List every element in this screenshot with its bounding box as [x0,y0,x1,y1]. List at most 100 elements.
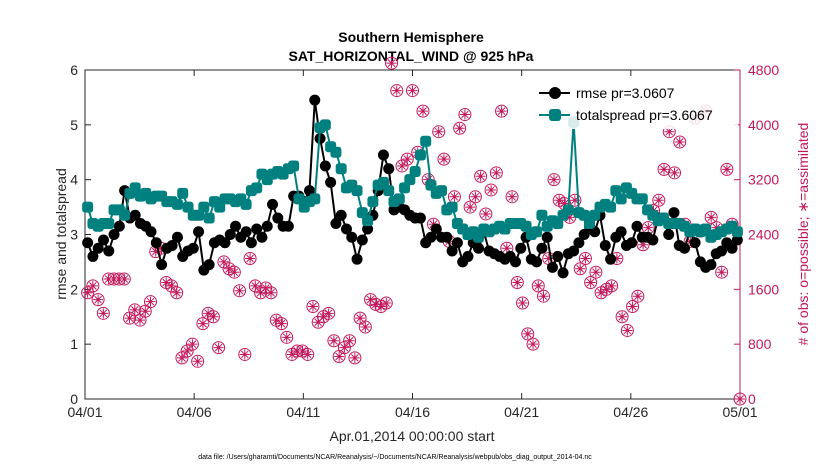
obs-assimilated-point [611,253,622,264]
obs-possible-point [578,251,592,265]
obs-possible-point [322,306,336,320]
obs-possible-point [437,152,451,166]
legend-marker-totalspread [549,109,561,121]
obs-assimilated-point [328,335,339,346]
rmse-point [615,226,627,238]
y-tick-label: 5 [70,117,78,133]
rmse-point [716,245,728,257]
rmse-point [193,226,205,238]
obs-assimilated-point [135,315,146,326]
rmse-point [224,229,236,240]
obs-assimilated-point [559,198,570,209]
obs-assimilated-point [653,195,664,206]
totalspread-point [251,182,263,194]
obs-assimilated-point [512,277,523,288]
obs-assimilated-point [386,58,397,69]
obs-possible-point [573,262,587,276]
obs-possible-point [474,169,488,183]
obs-assimilated-point [522,328,533,339]
rmse-point [705,259,717,271]
obs-possible-point [306,299,320,313]
obs-assimilated-point [266,287,277,298]
totalspread-point [288,160,300,172]
obs-assimilated-point [735,394,745,404]
totalspread-point [636,193,648,205]
rmse-point [346,231,358,243]
obs-possible-point [259,281,273,295]
obs-assimilated-point [318,311,329,322]
totalspread-point [731,226,743,238]
y2-tick-label: 4800 [748,62,779,78]
obs-possible-point [364,293,378,307]
rmse-point [557,267,569,279]
rmse-point [726,242,738,254]
obs-assimilated-point [302,349,313,360]
totalspread-point [203,212,215,224]
obs-assimilated-point [87,280,98,291]
rmse-point [92,242,104,254]
obs-possible-point [385,56,399,70]
obs-assimilated-point [365,294,376,305]
rmse-point [203,259,215,271]
obs-possible-point [400,152,414,166]
obs-assimilated-point [192,356,203,367]
rmse-point [536,242,548,254]
totalspread-point [362,215,374,227]
obs-assimilated-point [370,299,381,310]
totalspread-point [414,149,426,161]
y-tick-label: 2 [70,281,78,297]
obs-assimilated-point [548,174,559,185]
rmse-point [325,176,337,188]
obs-assimilated-point [140,306,151,317]
rmse-point [245,237,257,249]
rmse-point [552,250,564,262]
totalspread-point [309,193,321,205]
obs-assimilated-point [218,256,229,267]
obs-possible-point [505,190,519,204]
obs-assimilated-point [224,263,235,274]
obs-possible-point [416,104,430,118]
rmse-point [150,237,162,249]
obs-assimilated-point [208,311,219,322]
obs-assimilated-point [438,154,449,165]
obs-assimilated-point [596,287,607,298]
obs-assimilated-point [632,291,643,302]
totalspread-point [171,198,183,210]
obs-assimilated-point [465,202,476,213]
rmse-point [356,234,368,246]
totalspread-point [420,135,432,147]
obs-assimilated-point [716,267,727,278]
obs-possible-point [81,286,95,300]
x-tick-label: 04/06 [177,404,212,420]
obs-possible-point [196,317,210,331]
obs-possible-point [358,320,372,334]
x-tick-label: 04/21 [504,404,539,420]
totalspread-point [198,201,210,213]
obs-assimilated-point [292,346,303,357]
obs-possible-point [589,265,603,279]
obs-possible-point [432,125,446,139]
rmse-point [129,209,141,221]
obs-possible-point [495,104,509,118]
obs-possible-point [248,279,262,293]
obs-assimilated-point [428,219,439,230]
obs-assimilated-point [166,280,177,291]
obs-possible-point [144,295,157,309]
obs-assimilated-point [161,277,172,288]
obs-possible-point [605,279,619,293]
obs-assimilated-point [245,253,256,264]
obs-assimilated-point [517,298,528,309]
rmse-point [267,198,279,210]
rmse-point [272,212,284,224]
y-tick-label: 0 [70,391,78,407]
obs-possible-point [516,296,530,310]
obs-assimilated-point [627,301,638,312]
obs-assimilated-point [114,274,125,285]
obs-assimilated-point [313,317,324,328]
obs-assimilated-point [155,243,166,254]
y-tick-label: 6 [70,62,78,78]
obs-possible-point [170,286,184,300]
obs-assimilated-point [334,351,345,362]
obs-possible-point [626,299,640,313]
rmse-point [414,212,426,224]
